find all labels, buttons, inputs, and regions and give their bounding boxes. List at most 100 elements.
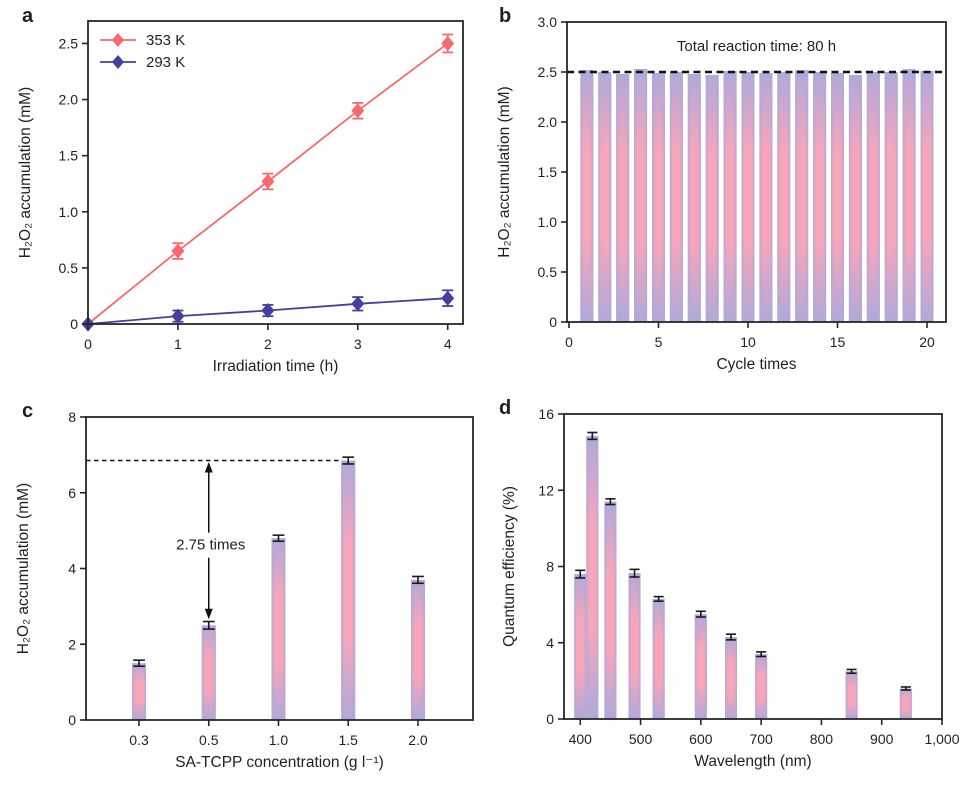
x-tick-label: 800	[810, 731, 834, 747]
error-bar	[653, 595, 664, 602]
bar-edge-shading	[598, 72, 612, 322]
y-tick-label: 4	[546, 635, 554, 651]
x-tick-label: 0	[565, 334, 573, 350]
y-tick-label: 1.5	[538, 164, 558, 180]
y-tick-label: 0.5	[59, 260, 79, 276]
bar-edge-shading	[687, 74, 701, 322]
y-tick-label: 8	[68, 409, 76, 425]
x-tick-label: 5	[655, 334, 663, 350]
bar-edge-shading	[410, 579, 425, 720]
arrowhead-up	[204, 462, 213, 473]
panel-c: 0.3 0.5 1.0 1.5 2.0 0 2 4 6 8 SA-TCPP concentratio…	[0, 396, 488, 793]
fold-increase-annotation: 2.75 times	[176, 462, 245, 620]
bar-edge-shading	[777, 72, 791, 322]
chart-a: 0 1 2 3 4 0 0.5 1.0 1.5 2.0 2.5 Irradiation time (h…	[17, 20, 464, 375]
y-axis: 0 4 8 12 16	[538, 406, 564, 727]
x-axis-label: Cycle times	[716, 356, 796, 373]
bar-edge-shading	[705, 75, 719, 322]
bar-edge-shading	[795, 70, 809, 322]
bar-edge-shading	[341, 460, 356, 720]
y-tick-label: 12	[538, 482, 554, 498]
plot-frame	[85, 416, 474, 721]
error-bar	[272, 534, 285, 543]
bar-edge-shading	[694, 614, 707, 719]
panel-letter-b: b	[499, 5, 512, 27]
y-axis: 0 2 4 6 8	[68, 409, 86, 728]
diamond-marker	[112, 55, 124, 69]
bar-edge-shading	[845, 671, 858, 719]
diamond-marker	[171, 243, 185, 259]
panel-letter-d: d	[499, 397, 512, 419]
bar-edge-shading	[755, 654, 768, 719]
x-tick-label: 0.5	[199, 732, 219, 748]
x-axis: 0 1 2 3 4	[84, 324, 452, 352]
error-bar	[575, 569, 586, 579]
plot-frame	[563, 413, 943, 720]
chart-c: 0.3 0.5 1.0 1.5 2.0 0 2 4 6 8 SA-TCPP concentratio…	[15, 409, 474, 771]
bar-edge-shading	[634, 69, 648, 322]
bar-edge-shading	[580, 70, 594, 322]
diamond-marker	[441, 290, 455, 306]
y-axis-label: H₂O₂ accumulation (mM)	[15, 483, 32, 654]
y-tick-label: 0	[68, 712, 76, 728]
diamond-marker	[441, 35, 455, 51]
y-tick-label: 6	[68, 485, 76, 501]
y-tick-label: 2.0	[538, 114, 558, 130]
diamond-marker	[112, 33, 124, 47]
panel-letter-c: c	[22, 400, 34, 422]
plot-frame	[566, 21, 947, 323]
bar-edge-shading	[920, 71, 934, 322]
error-bar	[725, 633, 737, 641]
x-tick-label: 1,000	[924, 731, 959, 747]
x-tick-label: 20	[919, 334, 935, 350]
legend-entry: 293 K	[100, 54, 185, 71]
error-bar	[202, 620, 215, 630]
y-tick-label: 2	[68, 636, 76, 652]
error-bar	[756, 651, 767, 658]
bar-edge-shading	[724, 637, 737, 719]
annotation-fold-increase: 2.75 times	[176, 537, 245, 554]
y-axis: 0 0.5 1.0 1.5 2.0 2.5 3.0	[538, 14, 567, 330]
y-tick-label: 2.0	[59, 92, 79, 108]
diamond-marker	[351, 296, 365, 312]
bar-edge-shading	[813, 72, 827, 322]
x-tick-label: 1.5	[338, 732, 358, 748]
x-tick-label: 600	[689, 731, 713, 747]
error-bar	[605, 498, 616, 506]
x-tick-label: 10	[740, 334, 756, 350]
annotation-total-reaction-time: Total reaction time: 80 h	[677, 38, 836, 55]
y-tick-label: 8	[546, 559, 554, 575]
x-tick-label: 900	[870, 731, 894, 747]
panel-a: 0 1 2 3 4 0 0.5 1.0 1.5 2.0 2.5 Irradiation time (h…	[0, 0, 488, 396]
diamond-marker	[261, 173, 275, 189]
bar-edge-shading	[132, 663, 147, 720]
bar-edge-shading	[741, 72, 755, 322]
error-bar	[412, 575, 424, 585]
y-tick-label: 2.5	[59, 35, 79, 51]
x-tick-label: 1.0	[269, 732, 289, 748]
y-axis-label: H₂O₂ accumulation (mM)	[496, 86, 513, 257]
panel-letter-a: a	[22, 5, 34, 27]
bar-edge-shading	[902, 69, 916, 322]
legend-label: 353 K	[146, 32, 185, 49]
x-axis: 400 500 600 700 800 900 1,000	[569, 719, 960, 747]
legend-entry: 353 K	[100, 32, 185, 49]
x-tick-label: 500	[629, 731, 653, 747]
bar-edge-shading	[669, 72, 683, 322]
diamond-marker	[351, 103, 365, 119]
diamond-marker	[261, 303, 275, 319]
x-tick-label: 2.0	[408, 732, 428, 748]
bar-edge-shading	[616, 74, 630, 322]
y-tick-label: 3.0	[538, 14, 558, 30]
y-axis-label: H₂O₂ accumulation (mM)	[17, 87, 34, 258]
bar-edge-shading	[652, 598, 665, 719]
y-tick-label: 0	[546, 711, 554, 727]
bar-edge-shading	[201, 625, 216, 720]
x-tick-label: 400	[569, 731, 593, 747]
bar-edge-shading	[899, 688, 912, 719]
y-tick-label: 4	[68, 561, 76, 577]
x-tick-label: 1	[174, 336, 182, 352]
panel-b: 0 5 10 15 20 0 0.5 1.0 1.5 2.0 2.5 3.0 Cycle times H₂…	[489, 0, 977, 396]
x-tick-label: 700	[749, 731, 773, 747]
